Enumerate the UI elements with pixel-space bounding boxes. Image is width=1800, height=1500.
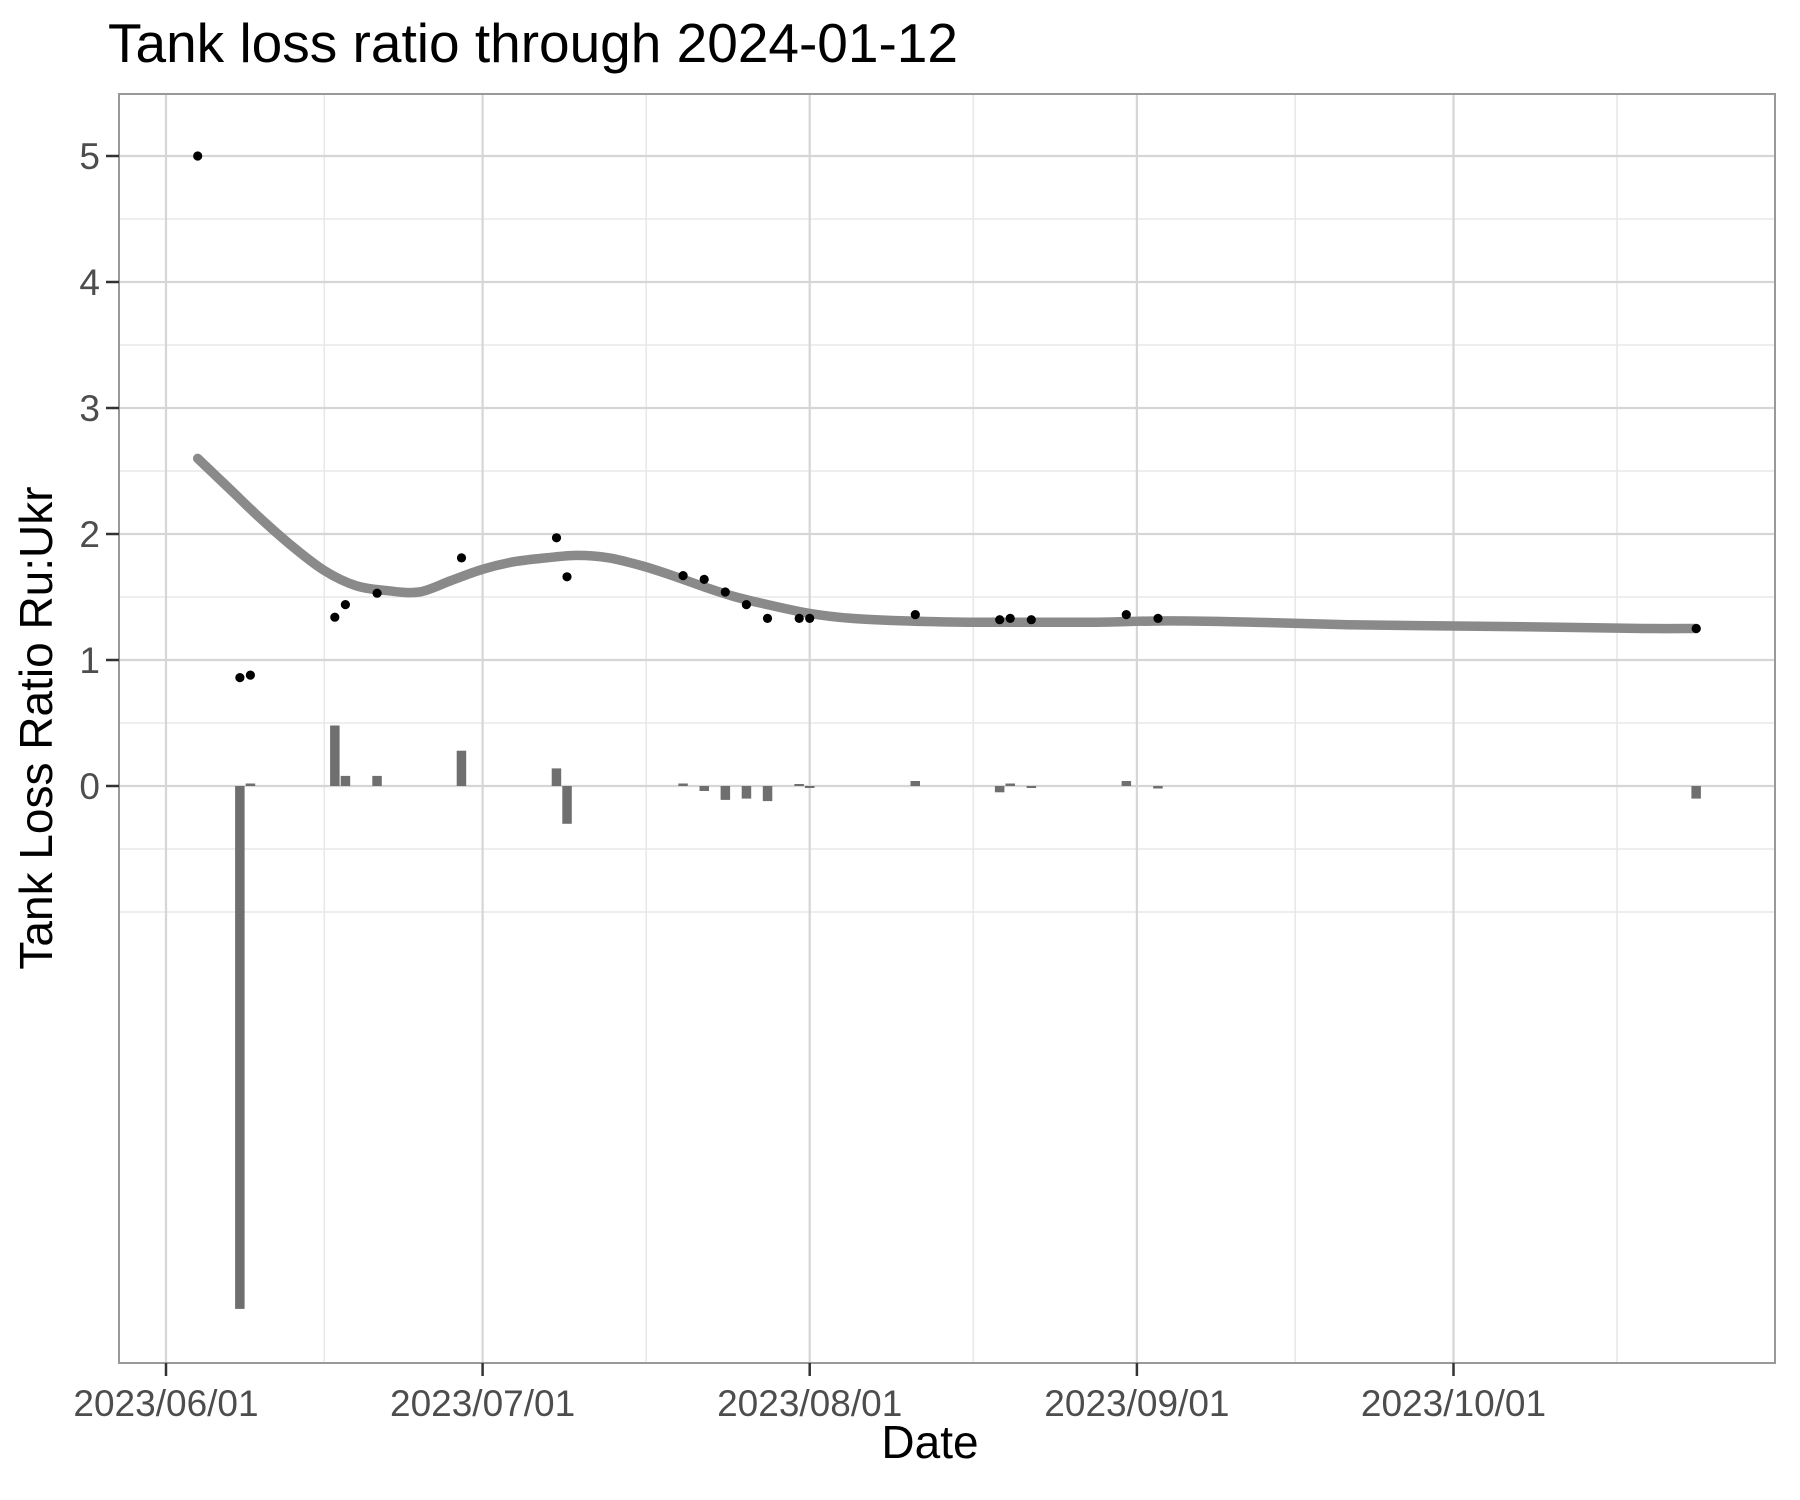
data-point bbox=[910, 610, 920, 620]
smooth-trend-curve bbox=[192, 453, 1701, 634]
data-point bbox=[1005, 613, 1015, 624]
data-point bbox=[995, 615, 1005, 625]
y-tick-label: 1 bbox=[79, 640, 100, 681]
data-point bbox=[699, 574, 709, 585]
y-tick-label: 5 bbox=[79, 136, 100, 177]
change-bar bbox=[235, 786, 245, 1309]
data-point bbox=[1153, 613, 1163, 624]
data-point bbox=[1691, 623, 1701, 634]
chart-title: Tank loss ratio through 2024-01-12 bbox=[108, 12, 958, 74]
data-point bbox=[372, 588, 382, 598]
y-tick-label: 2 bbox=[79, 514, 100, 555]
change-bar bbox=[762, 786, 773, 802]
data-point bbox=[235, 673, 245, 683]
x-axis-tick-labels: 2023/06/01 2023/07/01 2023/08/01 2023/09/01… bbox=[73, 1383, 1546, 1424]
change-bar bbox=[551, 768, 562, 786]
change-bar bbox=[456, 750, 467, 786]
change-bar bbox=[330, 725, 340, 786]
change-bar bbox=[1691, 786, 1701, 799]
data-point bbox=[245, 670, 255, 680]
y-tick-label: 0 bbox=[79, 766, 100, 807]
change-bar bbox=[994, 786, 1005, 793]
gridlines-minor bbox=[119, 94, 1775, 1363]
change-bar bbox=[720, 786, 731, 800]
change-bar bbox=[741, 786, 752, 799]
y-tick-label: 4 bbox=[79, 262, 100, 303]
change-bar bbox=[340, 775, 351, 786]
change-bar bbox=[1121, 781, 1132, 786]
change-bar bbox=[678, 783, 688, 786]
data-point bbox=[1026, 615, 1036, 625]
y-axis-tick-marks bbox=[106, 154, 119, 788]
data-point bbox=[551, 533, 562, 543]
y-axis-title: Tank Loss Ratio Ru:Ukr bbox=[10, 486, 62, 969]
x-tick-label: 2023/06/01 bbox=[73, 1383, 258, 1424]
data-point bbox=[805, 613, 815, 624]
data-point bbox=[456, 553, 467, 563]
y-axis-tick-labels: 5 4 3 2 1 0 bbox=[79, 136, 100, 807]
data-point bbox=[330, 612, 340, 622]
x-axis-title: Date bbox=[881, 1416, 978, 1468]
x-tick-label: 2023/10/01 bbox=[1361, 1383, 1546, 1424]
x-axis-tick-marks bbox=[164, 1363, 1455, 1376]
x-tick-label: 2023/09/01 bbox=[1044, 1383, 1229, 1424]
data-point bbox=[1121, 610, 1131, 620]
change-bar bbox=[1153, 786, 1163, 789]
data-point bbox=[562, 572, 572, 582]
gridlines-major bbox=[119, 94, 1775, 1363]
data-point bbox=[340, 600, 350, 610]
change-bar bbox=[1005, 783, 1015, 786]
change-bar bbox=[794, 784, 804, 786]
data-point bbox=[741, 600, 752, 610]
change-bar bbox=[372, 775, 382, 786]
x-tick-label: 2023/08/01 bbox=[717, 1383, 902, 1424]
data-point bbox=[720, 587, 730, 597]
change-bar bbox=[699, 786, 709, 791]
scatter-points bbox=[193, 151, 1701, 683]
data-point bbox=[678, 571, 688, 581]
data-point bbox=[762, 613, 773, 624]
data-point bbox=[193, 151, 203, 161]
data-point bbox=[794, 613, 804, 624]
change-bar bbox=[805, 786, 815, 788]
change-bar bbox=[562, 786, 572, 824]
change-bar bbox=[1026, 786, 1037, 788]
daily-change-bars bbox=[235, 725, 1701, 1309]
change-bar bbox=[245, 783, 256, 786]
panel-border bbox=[118, 93, 1776, 1364]
x-tick-label: 2023/07/01 bbox=[390, 1383, 575, 1424]
change-bar bbox=[910, 781, 920, 786]
y-tick-label: 3 bbox=[79, 388, 100, 429]
